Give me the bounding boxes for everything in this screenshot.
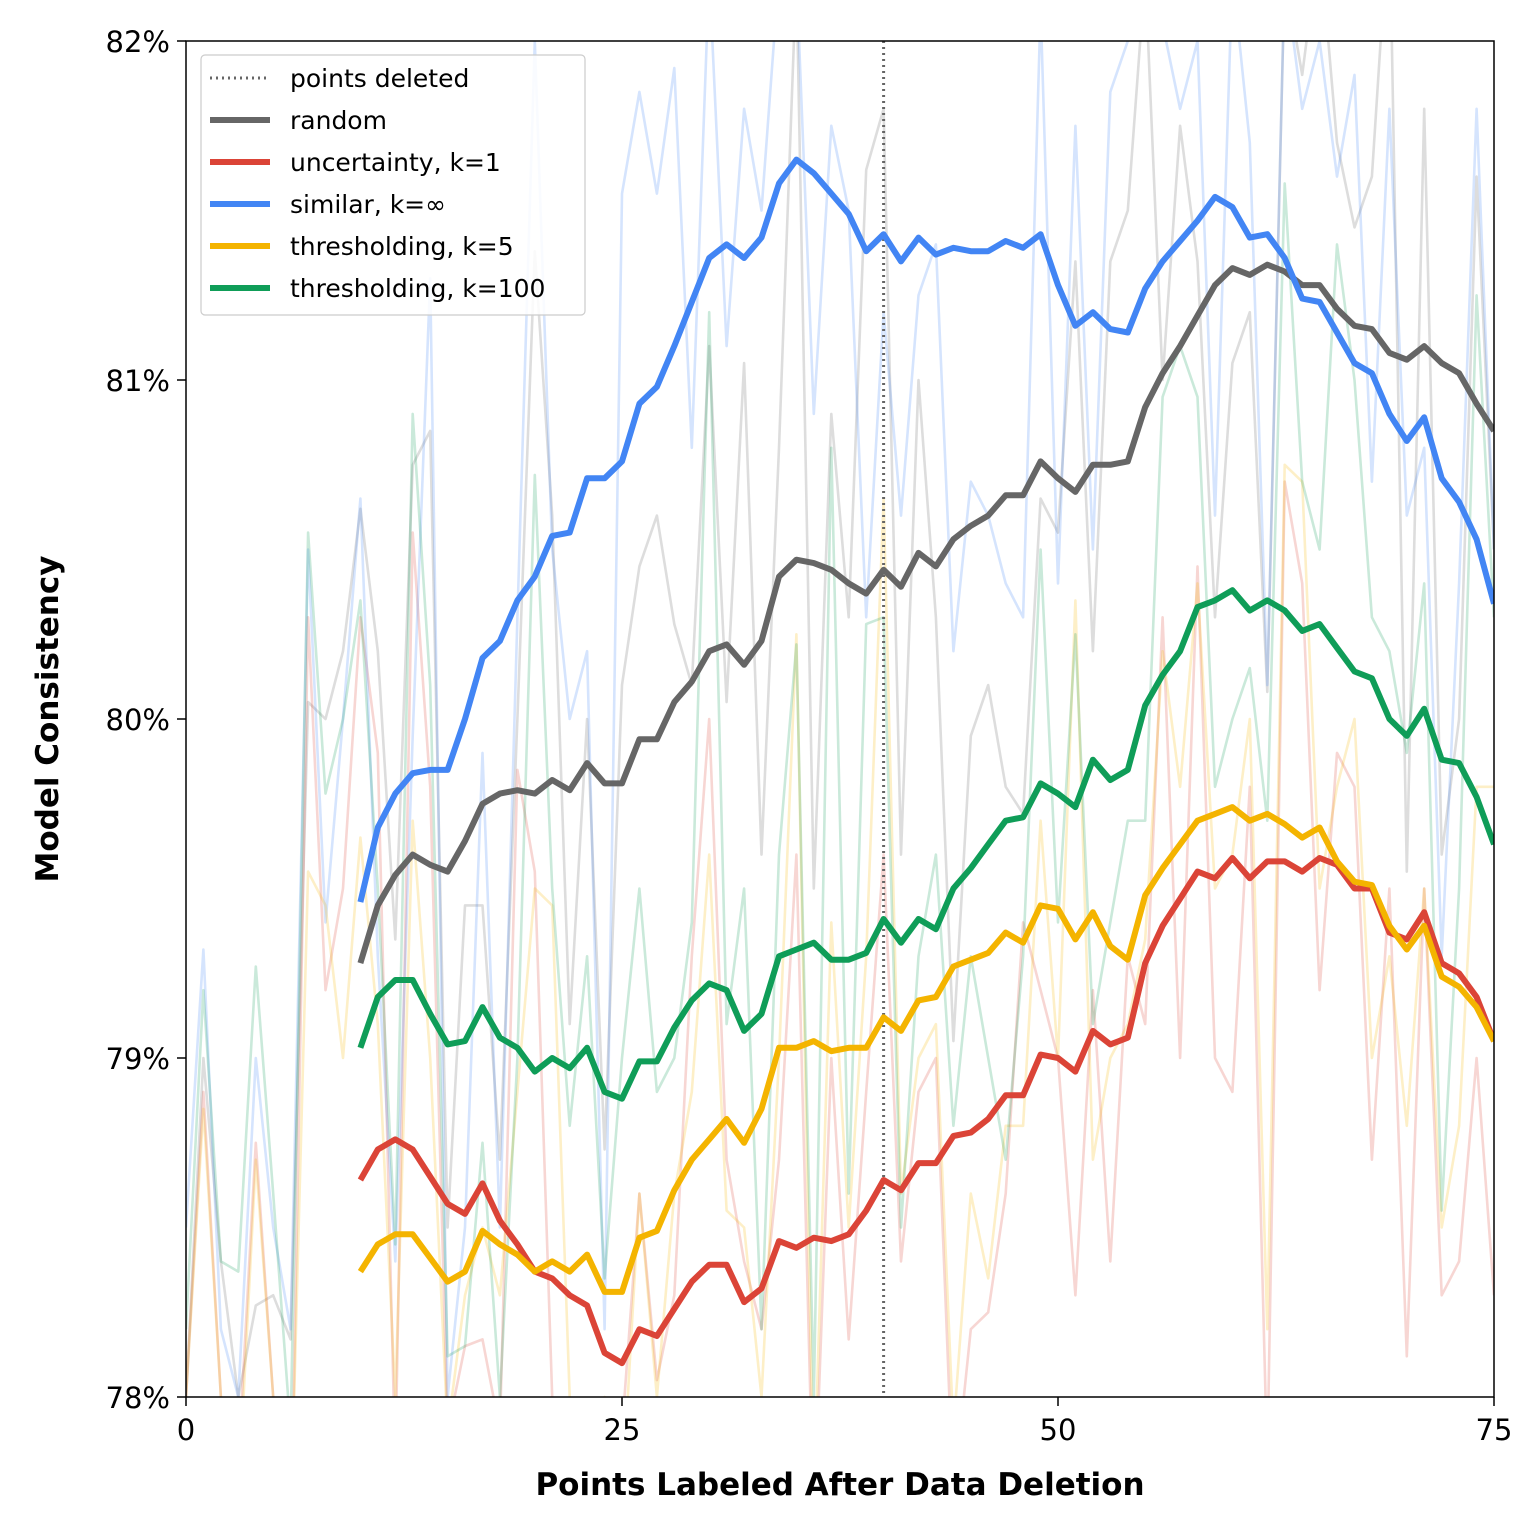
series-line-uncertainty-k-1 <box>357 855 1494 1367</box>
legend-label-thresholding-k-100: thresholding, k=100 <box>290 274 545 303</box>
axes: 0 25 50 75 78% 79% 80% 81% 82% <box>106 25 1513 1447</box>
series-line-random <box>357 261 1494 964</box>
x-tick-label: 0 <box>177 1413 195 1447</box>
legend-label-similar-k-inf: similar, k=∞ <box>290 190 446 219</box>
series-line-similar-k-inf <box>357 156 1494 903</box>
raw-series-line-similar-k-inf <box>186 41 1494 1397</box>
x-axis-title: Points Labeled After Data Deletion <box>535 1467 1144 1503</box>
x-tick-label: 25 <box>604 1413 641 1447</box>
legend: points deleted random uncertainty, k=1 simi… <box>200 54 586 316</box>
legend-label-random: random <box>290 106 387 135</box>
raw-series-line-random <box>186 41 1494 1397</box>
smoothed-series-layer <box>357 156 1494 1367</box>
legend-label-points-deleted: points deleted <box>290 64 469 93</box>
legend-label-uncertainty-k-1: uncertainty, k=1 <box>290 148 501 177</box>
legend-label-thresholding-k-5: thresholding, k=5 <box>290 232 514 261</box>
series-line-thresholding-k-5 <box>357 804 1494 1295</box>
y-tick-label: 80% <box>106 703 170 737</box>
raw-series-line-uncertainty-k-1 <box>186 480 1494 1397</box>
y-axis-title: Model Consistency <box>30 556 66 883</box>
legend-box <box>200 54 586 316</box>
raw-series-line-thresholding-k-100 <box>186 182 1494 1397</box>
y-tick-label: 78% <box>106 1381 170 1415</box>
y-tick-label: 82% <box>106 25 170 59</box>
x-tick-label: 50 <box>1040 1413 1077 1447</box>
y-tick-label: 79% <box>106 1042 170 1076</box>
raw-series-layer <box>186 41 1494 1397</box>
raw-series-line-thresholding-k-5 <box>186 463 1494 1397</box>
x-tick-label: 75 <box>1476 1413 1513 1447</box>
series-line-thresholding-k-100 <box>357 587 1494 1102</box>
y-tick-label: 81% <box>106 364 170 398</box>
